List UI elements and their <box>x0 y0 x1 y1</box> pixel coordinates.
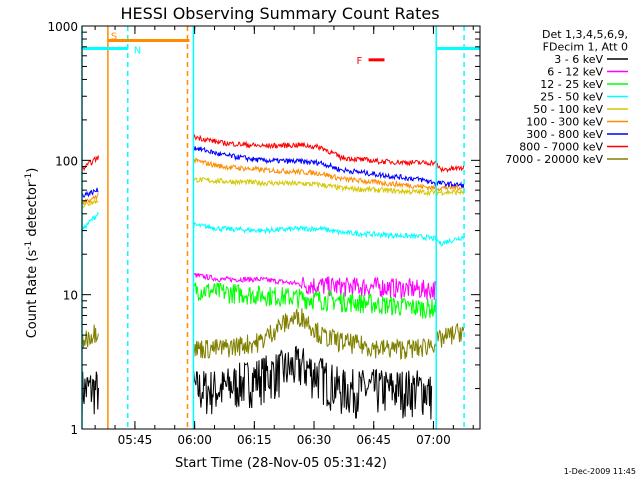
series-line <box>193 134 465 174</box>
plot-frame <box>81 25 481 430</box>
series-25to50keV <box>81 211 465 247</box>
series-line <box>81 211 99 233</box>
y-tick-label: 100 <box>55 154 78 168</box>
x-tick-label: 06:45 <box>356 433 391 447</box>
y-tick-label: 10 <box>63 289 78 303</box>
series-50to100keV <box>81 176 465 208</box>
footer-timestamp: 1-Dec-2009 11:45 <box>564 467 636 476</box>
series-7000to20000keV <box>81 308 465 360</box>
x-tick-label: 07:00 <box>416 433 451 447</box>
chart-title: HESSI Observing Summary Count Rates <box>120 4 439 23</box>
y-tick-label: 1 <box>70 423 78 437</box>
series-line <box>81 193 99 206</box>
series-line <box>193 222 465 247</box>
series-line <box>81 155 99 172</box>
x-axis-label: Start Time (28-Nov-05 05:31:42) <box>175 456 387 471</box>
legend-label: 6 - 12 keV <box>547 66 603 79</box>
legend-header: FDecim 1, Att 0 <box>543 41 628 54</box>
x-tick-label: 05:45 <box>118 433 153 447</box>
series-line <box>81 199 99 208</box>
series-line <box>81 324 99 348</box>
axes: 05:45 06:00 06:15 06:30 06:45 07:00 1 10 100 1000 <box>47 20 480 447</box>
series-line <box>192 281 437 319</box>
x-tick-label: 06:00 <box>177 433 212 447</box>
y-axis-label: Count Rate (s-1 detector-1) <box>24 168 40 339</box>
series-line <box>193 157 465 192</box>
series-12to25keV <box>192 281 437 319</box>
flag-label: N <box>134 45 141 56</box>
flag-label: S <box>111 31 117 42</box>
series-line <box>193 176 465 197</box>
series-line <box>193 308 465 360</box>
y-tick-label: 1000 <box>47 20 78 34</box>
legend-header: Det 1,3,4,5,6,9, <box>542 28 628 41</box>
series-100to300keV <box>81 157 465 206</box>
legend-label: 100 - 300 keV <box>526 116 603 129</box>
legend-label: 12 - 25 keV <box>540 78 603 91</box>
series-line <box>193 146 465 189</box>
series-line <box>81 187 99 198</box>
series-line <box>192 272 437 301</box>
legend-label: 25 - 50 keV <box>540 91 603 104</box>
x-tick-label: 06:30 <box>297 433 332 447</box>
x-tick-label: 06:15 <box>237 433 272 447</box>
plot-area: S N F <box>81 26 480 429</box>
legend-label: 800 - 7000 keV <box>519 141 603 154</box>
series-line <box>81 371 99 419</box>
series-6to12keV <box>192 272 437 301</box>
series-300to800keV <box>81 146 465 198</box>
series-line <box>193 345 433 420</box>
legend-label: 7000 - 20000 keV <box>505 153 603 166</box>
legend-label: 50 - 100 keV <box>533 103 603 116</box>
legend: Det 1,3,4,5,6,9,FDecim 1, Att 03 - 6 keV… <box>505 28 628 166</box>
series-800to7000keV <box>81 134 465 174</box>
flag-label: F <box>357 56 363 67</box>
legend-label: 3 - 6 keV <box>554 53 603 66</box>
series-3to6keV <box>81 345 433 420</box>
legend-label: 300 - 800 keV <box>526 128 603 141</box>
